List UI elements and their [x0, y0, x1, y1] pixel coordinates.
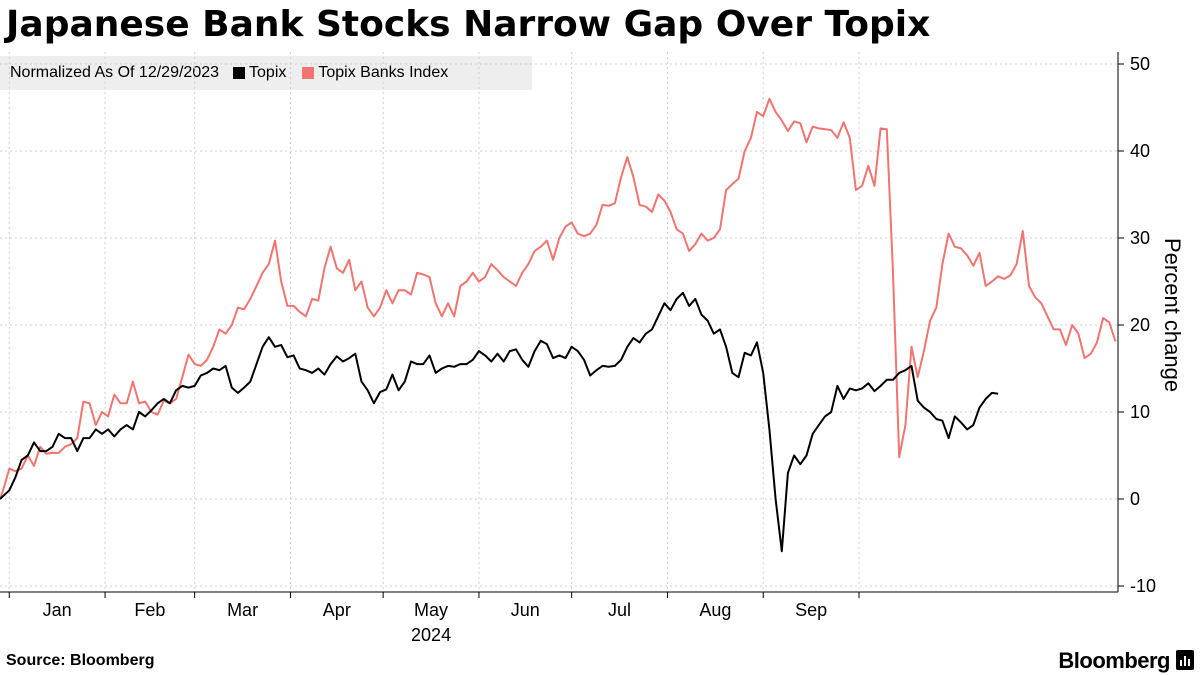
x-tick-label: Apr: [323, 600, 351, 620]
source-note: Source: Bloomberg: [6, 652, 155, 669]
chart-title: Japanese Bank Stocks Narrow Gap Over Top…: [6, 4, 931, 45]
x-tick-label: Feb: [134, 600, 165, 620]
bloomberg-terminal-icon: [1176, 650, 1194, 670]
y-tick-label: 40: [1130, 141, 1150, 161]
legend-swatch-topix: [233, 67, 246, 79]
y-axis-label: Percent change: [1160, 238, 1185, 393]
y-tick-label: 0: [1130, 489, 1140, 509]
brand-logo-text: Bloomberg: [1058, 648, 1170, 673]
x-year-label: 2024: [411, 625, 451, 645]
x-tick-label: Aug: [699, 600, 731, 620]
series-lines: [0, 97, 1117, 553]
legend-note: Normalized As Of 12/29/2023: [10, 64, 220, 81]
series-line-topix-banks: [0, 97, 1117, 500]
axes: [0, 52, 1124, 598]
x-tick-label: Sep: [795, 600, 827, 620]
tick-labels: 50 40 30 20 10 0 -10 Jan Feb Mar Apr May Jun Jul Aug Se…: [43, 54, 1156, 645]
x-tick-label: May: [414, 600, 448, 620]
gridlines: [0, 52, 1118, 592]
x-tick-label: Jan: [43, 600, 72, 620]
y-tick-label: 30: [1130, 228, 1150, 248]
series-line-topix: [0, 291, 999, 553]
x-tick-label: Mar: [227, 600, 258, 620]
legend-swatch-topix-banks: [302, 67, 315, 79]
x-tick-label: Jun: [511, 600, 540, 620]
y-tick-label: -10: [1130, 576, 1156, 596]
legend-label-topix: Topix: [249, 64, 287, 81]
y-tick-label: 10: [1130, 402, 1150, 422]
y-tick-label: 20: [1130, 315, 1150, 335]
x-tick-label: Jul: [608, 600, 631, 620]
y-tick-label: 50: [1130, 54, 1150, 74]
